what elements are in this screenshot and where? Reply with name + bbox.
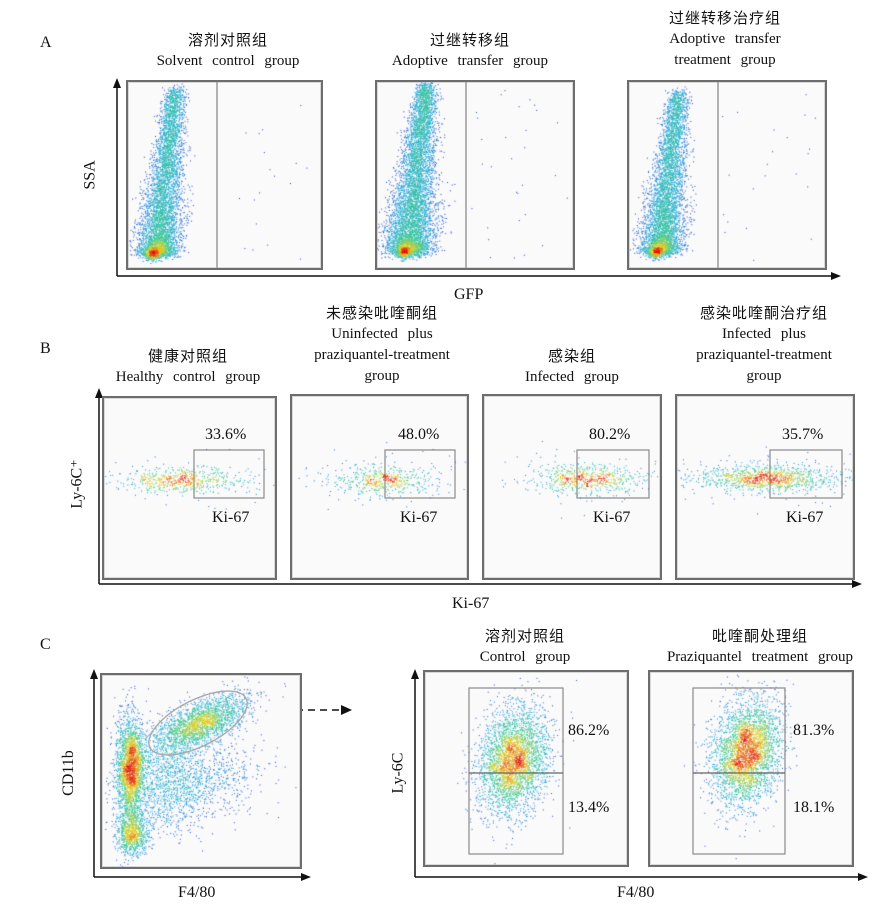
panel-c-plot-2-gate — [692, 687, 786, 855]
panel-b-x-axis-title: Ki-67 — [452, 595, 490, 612]
panel-b-plot-2-density — [292, 396, 467, 578]
panel-b-title-1: 健康对照组 Healthy control group — [115, 347, 261, 385]
panel-c-left-y-axis-title: CD11b — [59, 750, 77, 796]
panel-a-plot-2 — [375, 80, 575, 270]
panel-b-plot-2-percent: 48.0% — [398, 426, 440, 443]
panel-a-title-3: 过继转移治疗组 Adoptive transfer treatment grou… — [668, 9, 781, 68]
panel-c-plot-1-upper-percent: 86.2% — [568, 722, 610, 739]
panel-c-right-y-axis-title: Ly-6C — [389, 752, 407, 794]
panel-b-plot-4 — [675, 394, 855, 580]
panel-b-plot-3-percent: 80.2% — [589, 426, 631, 443]
panel-b-plot-4-percent: 35.7% — [782, 426, 824, 443]
panel-c-plot-2-density — [650, 672, 852, 865]
panel-c-title-2: 吡喹酮处理组 Praziquantel treatment group — [666, 627, 854, 665]
panel-c-left-x-axis-title: F4/80 — [178, 884, 216, 901]
panel-c-left-plot-gate — [148, 690, 248, 756]
panel-b-plot-4-gate-label: Ki-67 — [786, 509, 824, 526]
panel-b-plot-3 — [482, 394, 662, 580]
panel-a-plot-3 — [627, 80, 827, 270]
panel-b-plot-2 — [290, 394, 469, 580]
panel-b-letter: B — [40, 340, 51, 357]
panel-c-plot-2-lower-percent: 18.1% — [793, 799, 835, 816]
panel-c-left-plot — [100, 673, 302, 869]
panel-b-plot-3-gate-label: Ki-67 — [593, 509, 631, 526]
panel-a-plot-3-density — [629, 82, 825, 268]
panel-a-letter: A — [40, 34, 52, 51]
panel-c-plot-1-density — [425, 672, 627, 865]
panel-a-plot-2-density — [377, 82, 573, 268]
panel-b-plot-1-gate-label: Ki-67 — [212, 509, 250, 526]
panel-c-right-x-axis-title: F4/80 — [617, 884, 655, 901]
panel-c-title-1: 溶剂对照组 Control group — [479, 627, 571, 665]
panel-a-plot-1 — [126, 80, 323, 270]
panel-b-title-2: 未感染吡喹酮组 Uninfected plus praziquantel-tre… — [314, 304, 450, 384]
panel-b-title-3: 感染组 Infected group — [525, 347, 619, 385]
panel-c-plot-1 — [423, 670, 629, 867]
panel-a-title-2: 过继转移组 Adoptive transfer group — [391, 31, 549, 69]
panel-c-plot-2-upper-percent: 81.3% — [793, 722, 835, 739]
panel-c-left-plot-density — [102, 675, 300, 867]
panel-c-plot-1-lower-percent: 13.4% — [568, 799, 610, 816]
panel-a-title-1: 溶剂对照组 Solvent control group — [156, 31, 300, 69]
panel-a-x-axis-title: GFP — [454, 286, 484, 303]
panel-b-plot-1-percent: 33.6% — [205, 426, 247, 443]
panel-b-title-4: 感染吡喹酮治疗组 Infected plus praziquantel-trea… — [696, 304, 832, 384]
panel-b-plot-1 — [102, 396, 277, 580]
panel-a-plot-1-density — [128, 82, 321, 268]
panel-b-plot-3-density — [484, 396, 660, 578]
panel-c-plot-1-gate — [468, 687, 564, 855]
panel-b-plot-1-density — [104, 398, 275, 578]
panel-b-plot-2-gate-label: Ki-67 — [400, 509, 438, 526]
panel-b-plot-4-density — [677, 396, 853, 578]
panel-c-letter: C — [40, 636, 51, 653]
panel-c-plot-2 — [648, 670, 854, 867]
